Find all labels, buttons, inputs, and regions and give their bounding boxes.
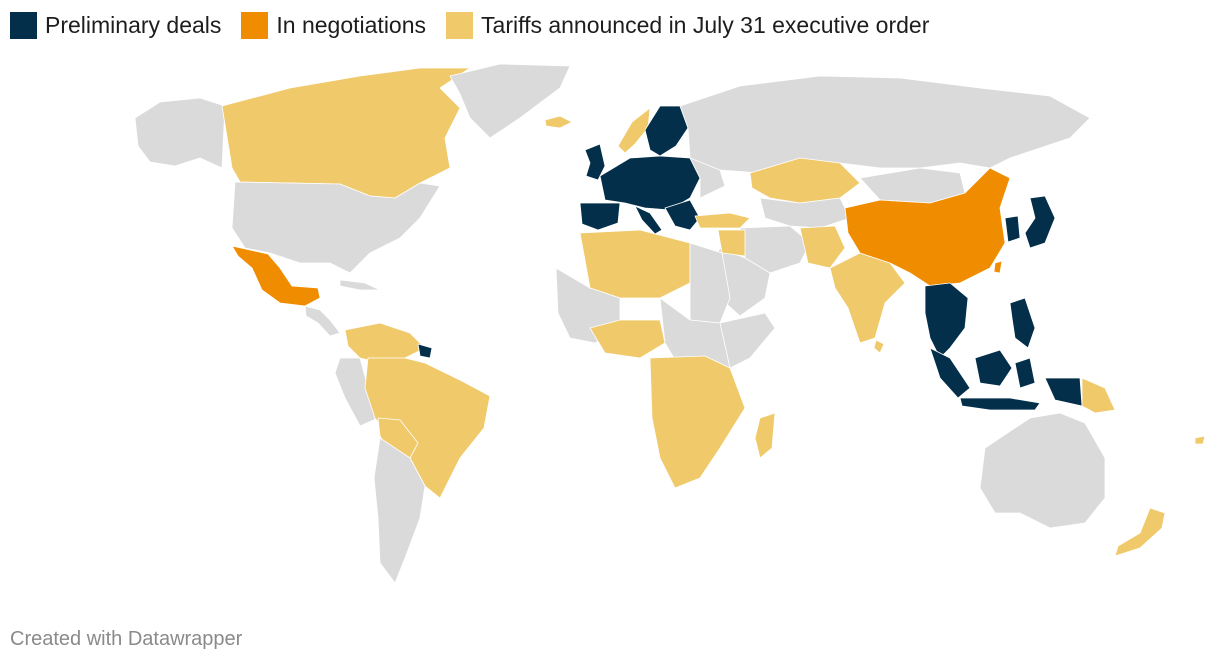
country-papua-new-guinea[interactable]	[1081, 377, 1116, 414]
country-greenland[interactable]	[449, 63, 571, 139]
country-sri-lanka[interactable]	[873, 339, 885, 354]
legend-label-tariffs-announced: Tariffs announced in July 31 executive o…	[481, 12, 930, 38]
country-brazil[interactable]	[364, 357, 491, 499]
country-united-kingdom[interactable]	[584, 143, 606, 181]
legend-item-tariffs-announced: Tariffs announced in July 31 executive o…	[446, 12, 929, 39]
country-ukraine-belarus[interactable]	[689, 157, 726, 199]
country-peru-ecuador[interactable]	[334, 357, 379, 427]
country-korea[interactable]	[1004, 215, 1021, 243]
legend-swatch-in-negotiations	[241, 12, 269, 39]
country-central-asia[interactable]	[759, 197, 851, 229]
country-alaska-usa[interactable]	[134, 97, 226, 169]
legend-item-preliminary-deals: Preliminary deals	[10, 12, 221, 39]
legend-swatch-tariffs-announced	[446, 12, 474, 39]
country-philippines[interactable]	[1009, 297, 1036, 349]
country-southern-africa[interactable]	[649, 355, 746, 489]
world-map	[0, 58, 1220, 618]
legend: Preliminary deals In negotiations Tariff…	[10, 12, 949, 39]
country-guyana-suriname[interactable]	[417, 343, 433, 359]
country-malaysia-sumatra[interactable]	[929, 347, 971, 399]
country-java-indonesia[interactable]	[959, 397, 1041, 411]
country-central-america[interactable]	[304, 305, 341, 337]
country-australia[interactable]	[979, 412, 1106, 529]
country-canada[interactable]	[221, 67, 471, 199]
country-taiwan[interactable]	[993, 260, 1003, 274]
country-cuba[interactable]	[339, 279, 381, 291]
country-china[interactable]	[844, 167, 1011, 287]
country-japan[interactable]	[1024, 195, 1056, 249]
country-european-union-west[interactable]	[599, 155, 701, 211]
datawrapper-credit: Created with Datawrapper	[10, 628, 243, 650]
country-pakistan-afghanistan[interactable]	[799, 225, 846, 269]
legend-label-preliminary-deals: Preliminary deals	[45, 12, 222, 38]
world-map-svg	[134, 63, 1206, 584]
country-north-africa-algeria-libya[interactable]	[579, 229, 691, 299]
country-spain-portugal[interactable]	[579, 202, 621, 231]
country-usa[interactable]	[231, 181, 441, 274]
country-russia[interactable]	[679, 75, 1091, 179]
country-sweden-finland[interactable]	[644, 105, 689, 157]
country-iraq-syria-jordan[interactable]	[717, 229, 746, 257]
country-borneo[interactable]	[974, 349, 1013, 387]
country-southeast-asia-mainland[interactable]	[924, 282, 969, 359]
country-iceland[interactable]	[544, 115, 573, 129]
legend-label-in-negotiations: In negotiations	[276, 12, 427, 38]
country-new-guinea-indonesia[interactable]	[1044, 377, 1083, 407]
country-balkans-eu[interactable]	[664, 199, 701, 231]
country-nigeria-gulf-of-guinea[interactable]	[589, 319, 666, 359]
country-mexico[interactable]	[231, 245, 321, 307]
country-new-zealand[interactable]	[1114, 507, 1166, 557]
country-chile-argentina[interactable]	[373, 437, 426, 584]
country-turkey[interactable]	[694, 212, 751, 229]
country-east-africa-horn[interactable]	[719, 312, 776, 369]
country-colombia-venezuela[interactable]	[344, 322, 426, 364]
country-sulawesi-indonesia[interactable]	[1014, 357, 1036, 389]
country-madagascar[interactable]	[754, 412, 776, 459]
country-india[interactable]	[829, 252, 906, 344]
country-italy[interactable]	[634, 205, 663, 235]
legend-swatch-preliminary-deals	[10, 12, 37, 39]
legend-item-in-negotiations: In negotiations	[241, 12, 426, 39]
country-pacific-islands[interactable]	[1194, 435, 1206, 445]
